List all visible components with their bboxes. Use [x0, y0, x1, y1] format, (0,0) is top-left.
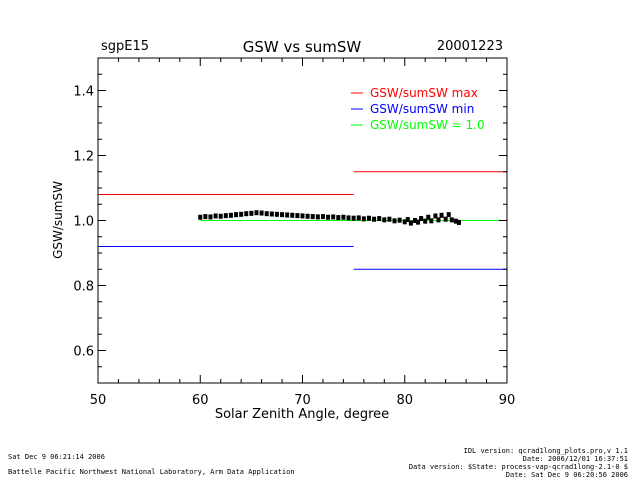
- data-point: [198, 214, 203, 220]
- legend-label: GSW/sumSW max: [370, 86, 478, 100]
- data-point: [382, 217, 387, 223]
- y-tick-label: 0.6: [73, 345, 94, 360]
- data-point: [264, 211, 269, 217]
- data-point: [456, 219, 461, 225]
- data-point: [223, 213, 228, 219]
- data-point: [244, 211, 249, 217]
- data-points: [198, 210, 461, 226]
- data-point: [408, 220, 413, 226]
- x-tick-label: 70: [294, 393, 311, 408]
- data-point: [269, 211, 274, 217]
- data-point: [218, 213, 223, 219]
- data-point: [315, 214, 320, 220]
- data-point: [423, 218, 428, 224]
- data-point: [346, 215, 351, 221]
- data-point: [356, 215, 361, 221]
- data-point: [274, 211, 279, 217]
- x-tick-label: 80: [396, 393, 413, 408]
- data-point: [300, 213, 305, 219]
- data-point: [397, 217, 402, 223]
- footer-version-line: IDL version: qcrad1long_plots.pro,v 1.1: [463, 447, 628, 455]
- data-point: [426, 214, 431, 220]
- date-label: 20001223: [437, 39, 503, 54]
- footer-version-line: Date: Sat Dec 9 06:20:56 2006: [505, 471, 628, 479]
- footer-version-line: Date: 2006/12/01 16:37:51: [522, 455, 628, 463]
- data-point: [310, 214, 315, 220]
- y-tick-label: 1.4: [73, 85, 94, 100]
- footer-version-info: IDL version: qcrad1long_plots.pro,v 1.1 …: [409, 447, 628, 479]
- data-point: [336, 215, 341, 221]
- data-point: [366, 215, 371, 221]
- legend: GSW/sumSW max GSW/sumSW min GSW/sumSW = 1.…: [351, 86, 485, 132]
- data-point: [259, 210, 264, 216]
- data-point: [254, 210, 259, 216]
- data-point: [341, 214, 346, 220]
- y-tick-label: 1.2: [73, 150, 94, 165]
- x-tick-label: 90: [499, 393, 516, 408]
- data-point: [280, 212, 285, 218]
- x-tick-label: 50: [90, 393, 107, 408]
- data-point: [320, 214, 325, 220]
- legend-label: GSW/sumSW = 1.0: [370, 118, 485, 132]
- data-point: [436, 217, 441, 223]
- legend-label: GSW/sumSW min: [370, 102, 474, 116]
- data-point: [377, 216, 382, 222]
- data-point: [449, 217, 454, 223]
- data-point: [405, 217, 410, 223]
- data-point: [387, 216, 392, 222]
- data-point: [249, 210, 254, 216]
- data-point: [419, 216, 424, 222]
- data-point: [351, 215, 356, 221]
- data-point: [208, 214, 213, 220]
- data-point: [228, 212, 233, 218]
- data-point: [295, 213, 300, 219]
- axis-ticks: 50 60 70 80 90 0.6 0.8 1.0 1.2 1.4: [73, 58, 515, 408]
- data-point: [285, 212, 290, 218]
- data-point: [453, 218, 458, 224]
- footer-version-line: Data version: $State: process-vap-qcrad1…: [408, 463, 628, 471]
- data-point: [372, 216, 377, 222]
- data-point: [239, 211, 244, 217]
- data-point: [416, 219, 421, 225]
- data-point: [402, 219, 407, 225]
- data-point: [412, 218, 417, 223]
- data-point: [331, 214, 336, 220]
- site-label: sgpE15: [101, 39, 149, 54]
- y-axis-label: GSW/sumSW: [51, 181, 65, 259]
- data-point: [213, 213, 218, 219]
- data-point: [305, 213, 310, 219]
- chart-title: GSW vs sumSW: [243, 38, 362, 56]
- data-point: [234, 212, 239, 218]
- data-point: [446, 212, 451, 218]
- data-point: [439, 212, 444, 218]
- data-point: [443, 216, 448, 222]
- data-point: [290, 212, 295, 218]
- footer-timestamp: Sat Dec 9 06:21:14 2006: [8, 453, 105, 461]
- y-tick-label: 0.8: [73, 280, 94, 295]
- y-tick-label: 1.0: [73, 215, 94, 230]
- data-point: [203, 214, 208, 220]
- x-tick-label: 60: [192, 393, 209, 408]
- data-point: [326, 214, 331, 220]
- data-point: [433, 213, 438, 219]
- x-axis-label: Solar Zenith Angle, degree: [215, 407, 389, 422]
- data-point: [429, 218, 434, 224]
- data-point: [361, 216, 366, 222]
- data-point: [392, 218, 397, 224]
- footer-organization: Battelle Pacific Northwest National Labo…: [8, 468, 295, 476]
